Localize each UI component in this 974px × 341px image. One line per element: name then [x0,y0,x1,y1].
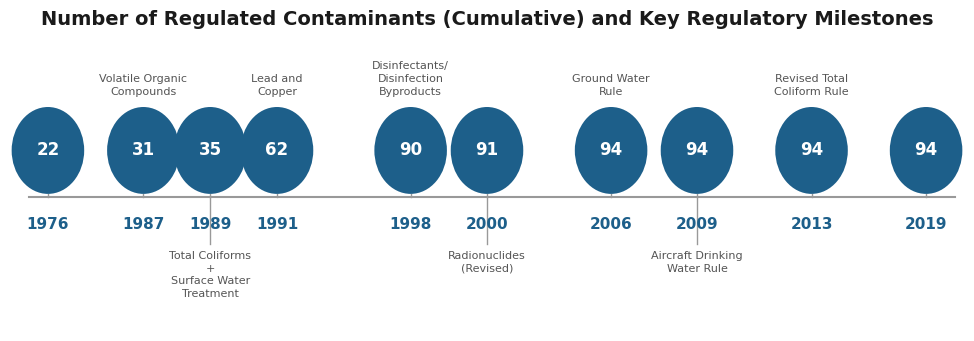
Text: 2019: 2019 [905,217,948,232]
Text: Disinfectants/
Disinfection
Byproducts: Disinfectants/ Disinfection Byproducts [372,61,449,97]
Text: 62: 62 [266,142,288,160]
Ellipse shape [12,107,84,194]
Text: 31: 31 [131,142,155,160]
Ellipse shape [775,107,847,194]
Text: 1998: 1998 [390,217,431,232]
Text: 94: 94 [800,142,823,160]
Ellipse shape [174,107,246,194]
Ellipse shape [374,107,447,194]
Ellipse shape [660,107,733,194]
Text: Ground Water
Rule: Ground Water Rule [573,74,650,97]
Text: 91: 91 [475,142,499,160]
Ellipse shape [575,107,648,194]
Text: 1991: 1991 [256,217,298,232]
Text: 90: 90 [399,142,422,160]
Text: 2013: 2013 [790,217,833,232]
Text: Revised Total
Coliform Rule: Revised Total Coliform Rule [774,74,849,97]
Text: Total Coliforms
+
Surface Water
Treatment: Total Coliforms + Surface Water Treatmen… [169,251,251,299]
Text: 35: 35 [199,142,222,160]
Text: 2009: 2009 [676,217,718,232]
Text: Radionuclides
(Revised): Radionuclides (Revised) [448,251,526,273]
Text: Number of Regulated Contaminants (Cumulative) and Key Regulatory Milestones: Number of Regulated Contaminants (Cumula… [41,10,933,29]
Text: 94: 94 [915,142,938,160]
Text: 1989: 1989 [189,217,232,232]
Ellipse shape [451,107,523,194]
Text: 2006: 2006 [589,217,632,232]
Text: 94: 94 [599,142,622,160]
Ellipse shape [241,107,314,194]
Text: 1976: 1976 [26,217,69,232]
Text: 94: 94 [686,142,709,160]
Ellipse shape [890,107,962,194]
Text: 2000: 2000 [466,217,508,232]
Text: 22: 22 [36,142,59,160]
Text: Aircraft Drinking
Water Rule: Aircraft Drinking Water Rule [652,251,743,273]
Text: Volatile Organic
Compounds: Volatile Organic Compounds [99,74,187,97]
Text: Lead and
Copper: Lead and Copper [251,74,303,97]
Text: 1987: 1987 [122,217,165,232]
Ellipse shape [107,107,179,194]
